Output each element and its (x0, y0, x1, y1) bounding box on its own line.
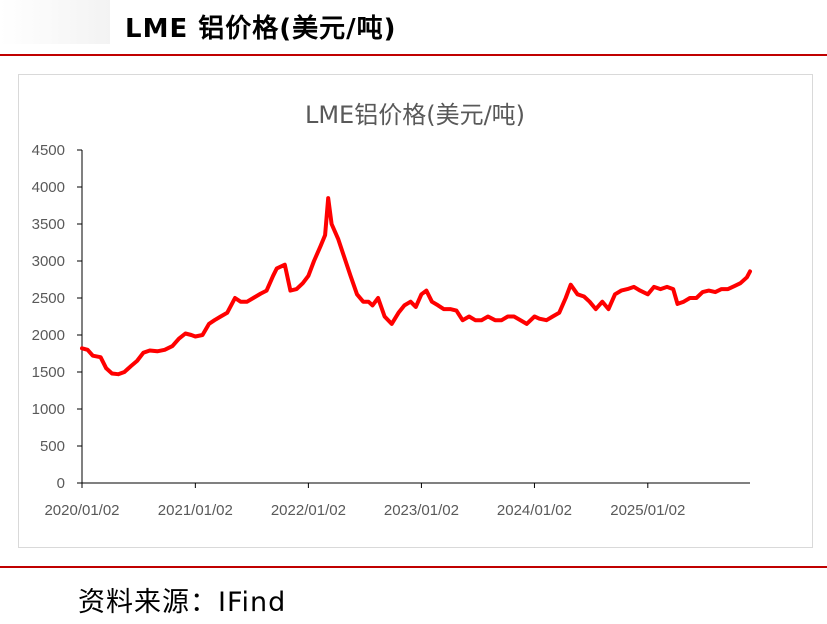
y-tick-label: 500 (40, 438, 65, 455)
y-tick-label: 3000 (32, 253, 65, 270)
x-tick-label: 2023/01/02 (384, 502, 459, 519)
x-tick-label: 2022/01/02 (271, 502, 346, 519)
x-axis: 2020/01/02 2021/01/02 2022/01/02 2023/01/02… (44, 482, 750, 519)
y-tick-label: 2500 (32, 290, 65, 307)
line-chart: LME铝价格(美元/吨) 0 500 1000 1500 2000 2500 3000 350… (32, 101, 752, 519)
y-tick-label: 2000 (32, 327, 65, 344)
header-decoration (0, 0, 110, 44)
x-tick-label: 2021/01/02 (158, 502, 233, 519)
series-layer (80, 196, 752, 377)
x-tick-label: 2020/01/02 (44, 502, 119, 519)
series-line (80, 196, 752, 377)
chart-panel: LME铝价格(美元/吨) 0 500 1000 1500 2000 2500 3000 350… (18, 74, 813, 548)
chart-title: LME铝价格(美元/吨) (305, 101, 525, 129)
header-divider (0, 54, 827, 56)
source-note: 资料来源：IFind (78, 587, 287, 618)
page-title: LME 铝价格(美元/吨) (125, 14, 397, 44)
x-tick-label: 2025/01/02 (610, 502, 685, 519)
y-tick-label: 3500 (32, 216, 65, 233)
y-tick-label: 1000 (32, 401, 65, 418)
y-tick-label: 1500 (32, 364, 65, 381)
y-tick-label: 4000 (32, 179, 65, 196)
y-tick-label: 0 (57, 475, 65, 492)
y-axis: 0 500 1000 1500 2000 2500 3000 3500 4000 4500 (32, 142, 83, 492)
x-tick-label: 2024/01/02 (497, 502, 572, 519)
footer-divider (0, 566, 827, 568)
y-tick-label: 4500 (32, 142, 65, 159)
